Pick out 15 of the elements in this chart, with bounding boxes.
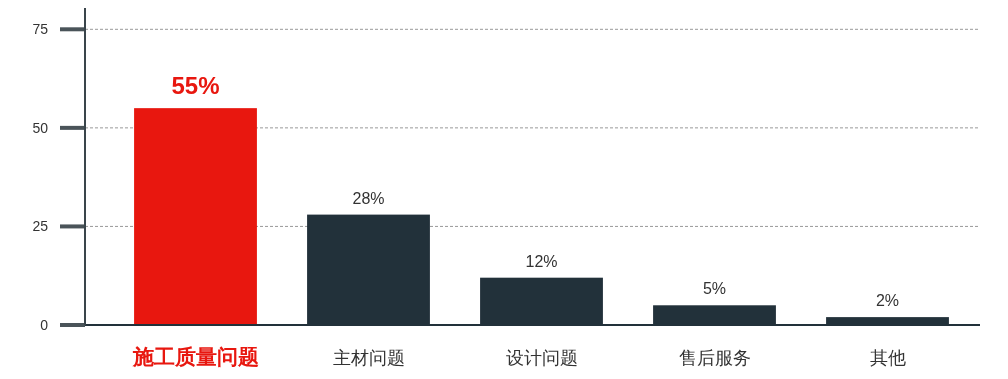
data-label: 28% [352, 189, 385, 207]
data-label: 12% [525, 252, 558, 270]
x-tick-label: 其他 [869, 348, 906, 368]
x-tick-label: 设计问题 [505, 348, 578, 368]
data-label: 2% [875, 292, 900, 310]
x-tick-label: 施工质量问题 [131, 345, 259, 368]
x-tick-label: 主材问题 [332, 348, 405, 368]
y-tick-label: 50 [32, 119, 49, 136]
x-tick-label: 售后服务 [678, 348, 751, 368]
y-tick-label: 75 [32, 21, 49, 38]
bar [134, 108, 257, 325]
data-label: 5% [702, 280, 727, 298]
data-label: 55% [171, 72, 220, 100]
y-tick-label: 0 [40, 317, 49, 333]
y-tick-label: 25 [32, 218, 49, 235]
